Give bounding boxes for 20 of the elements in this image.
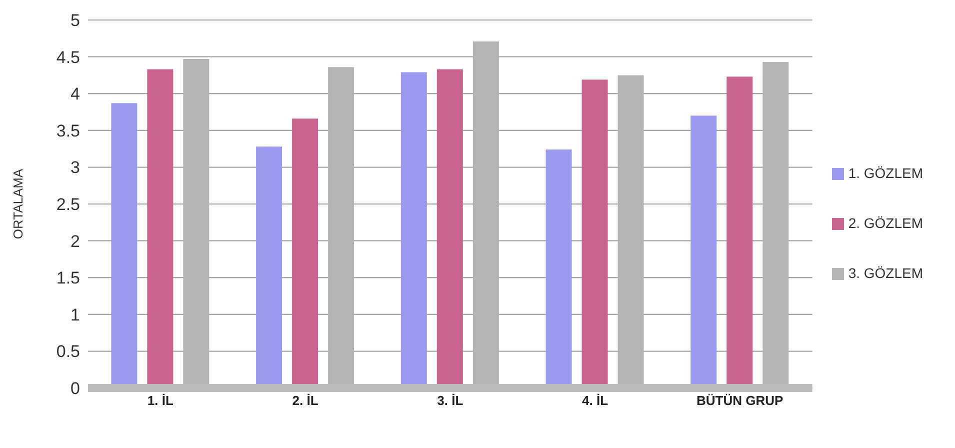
x-tick-label: 1. İL [147, 393, 174, 408]
y-axis-title: ORTALAMA [10, 168, 26, 240]
legend-label: 1. GÖZLEM [848, 165, 923, 181]
x-tick-label: 3. İL [437, 393, 464, 408]
y-tick-label: 0 [70, 379, 80, 398]
y-tick-label: 2 [70, 232, 80, 251]
y-tick-label: 4.5 [56, 48, 80, 67]
y-tick-label: 5 [70, 11, 80, 30]
y-tick-label: 4 [70, 84, 80, 104]
x-tick-label: BÜTÜN GRUP [696, 393, 784, 408]
y-tick-label: 2.5 [56, 195, 80, 214]
y-tick-label: 1 [70, 305, 80, 324]
x-tick-label: 2. İL [292, 393, 318, 408]
y-tick-label: 0.5 [56, 342, 80, 362]
legend-label: 3. GÖZLEM [848, 265, 923, 281]
x-tick-label: 4. İL [582, 393, 608, 408]
y-tick-label: 3.5 [56, 121, 80, 140]
y-tick-label: 3 [70, 158, 80, 178]
legend-label: 2. GÖZLEM [848, 215, 923, 231]
y-tick-label: 1.5 [56, 268, 80, 288]
